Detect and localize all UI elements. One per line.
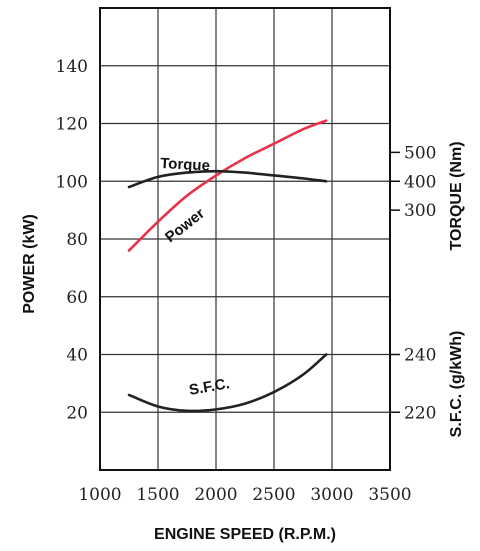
y-tick-labels: 20 40 60 80 100 120 140: [56, 57, 88, 424]
y-tick-label: 40: [66, 346, 88, 366]
plot-frame: [99, 7, 391, 471]
x-tick-label: 2000: [194, 485, 237, 505]
y-tick-label: 60: [66, 288, 88, 308]
y-axis-title-torque: TORQUE (Nm): [448, 141, 465, 250]
x-axis-title: ENGINE SPEED (R.P.M.): [154, 526, 336, 543]
label-sfc: S.F.C.: [188, 375, 231, 399]
y-tick-label: 80: [66, 230, 88, 250]
y-axis-title-left: POWER (kW): [21, 214, 38, 314]
right-tick-label: 300: [404, 201, 436, 221]
right-tick-labels: 500 400 300 240 220: [390, 143, 436, 423]
grid-lines: [100, 8, 390, 470]
x-tick-label: 3500: [368, 485, 411, 505]
torque-curve: [127, 169, 328, 189]
curves: [127, 119, 328, 413]
x-tick-label: 1000: [78, 485, 121, 505]
right-tick-label: 240: [404, 346, 436, 366]
power-curve: [127, 119, 328, 252]
x-tick-label: 3000: [310, 485, 353, 505]
x-tick-label: 2500: [252, 485, 295, 505]
y-tick-label: 100: [56, 172, 88, 192]
x-tick-labels: 1000 1500 2000 2500 3000 3500: [78, 485, 411, 505]
y-tick-label: 20: [66, 403, 88, 423]
right-tick-label: 500: [404, 143, 436, 163]
right-tick-label: 220: [404, 403, 436, 423]
right-tick-label: 400: [404, 172, 436, 192]
s-f-c-curve: [127, 353, 328, 413]
y-axis-title-sfc: S.F.C. (g/kWh): [448, 331, 465, 438]
label-torque: Torque: [160, 155, 211, 175]
y-tick-label: 120: [56, 115, 88, 135]
x-tick-label: 1500: [136, 485, 179, 505]
y-tick-label: 140: [56, 57, 88, 77]
